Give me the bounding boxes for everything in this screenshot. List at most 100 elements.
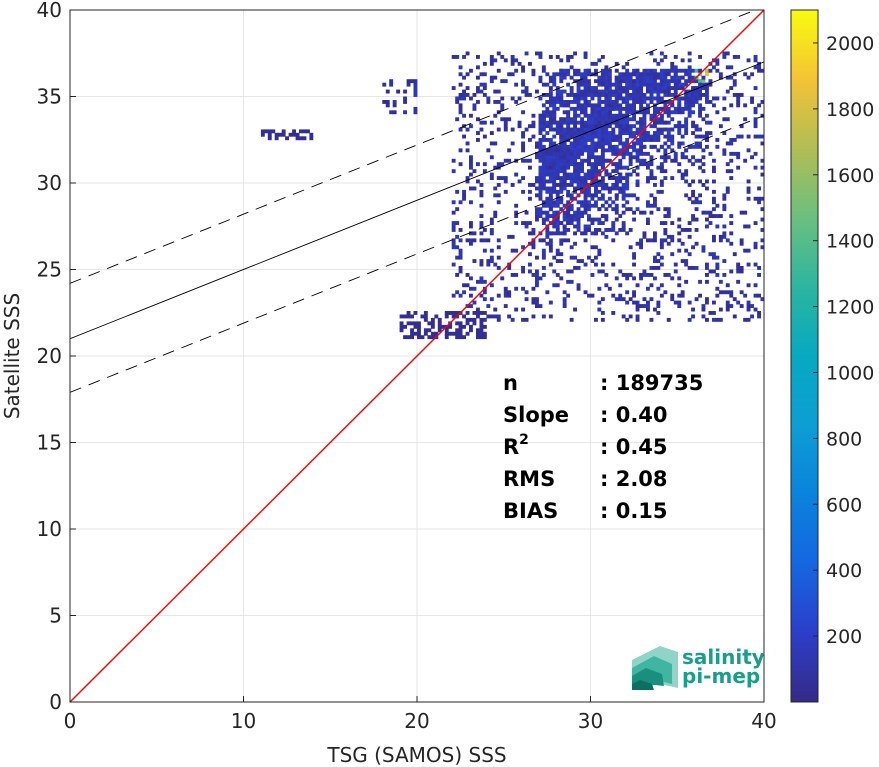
salinity-pimep-logo: salinity pi-mep	[632, 645, 765, 690]
density-cell	[458, 148, 463, 153]
density-cell	[649, 75, 654, 80]
density-cell	[618, 176, 623, 180]
density-cell	[538, 148, 543, 153]
density-cell	[653, 79, 657, 84]
density-cell	[635, 68, 640, 73]
density-cell	[573, 158, 577, 163]
density-cell	[455, 207, 460, 212]
density-cell	[583, 72, 588, 77]
density-cell	[621, 72, 626, 77]
density-cell	[611, 100, 616, 104]
density-cell	[455, 245, 460, 250]
density-cell	[482, 86, 487, 90]
density-cell	[576, 72, 581, 77]
density-cell	[559, 144, 564, 149]
density-cell	[746, 148, 751, 153]
density-cell	[611, 144, 616, 149]
density-cell	[621, 203, 626, 208]
density-cell	[573, 100, 577, 104]
density-cell	[670, 234, 675, 239]
density-cell	[594, 89, 598, 94]
density-cell	[552, 203, 557, 208]
density-cell	[479, 231, 484, 236]
density-cell	[427, 321, 432, 326]
density-cell	[548, 172, 553, 177]
density-cell	[399, 321, 404, 326]
density-cell	[666, 110, 671, 115]
density-cell	[451, 169, 456, 174]
density-cell	[486, 259, 491, 263]
density-cell	[663, 238, 668, 243]
density-cell	[680, 86, 685, 90]
density-cell	[639, 273, 643, 277]
density-cell	[555, 176, 560, 180]
density-cell	[458, 328, 463, 333]
density-cell	[597, 89, 602, 94]
density-cell	[635, 96, 640, 101]
density-cell	[600, 262, 605, 267]
density-cell	[677, 127, 682, 132]
density-cell	[628, 75, 633, 80]
density-cell	[587, 224, 591, 229]
density-cell	[562, 72, 567, 77]
density-cell	[597, 134, 602, 139]
density-cell	[642, 120, 647, 125]
density-cell	[500, 162, 505, 167]
density-cell	[712, 196, 716, 201]
density-cell	[548, 103, 553, 108]
density-cell	[725, 162, 730, 167]
density-cell	[614, 231, 619, 236]
density-cell	[680, 228, 685, 232]
density-cell	[757, 65, 761, 70]
density-cell	[621, 196, 626, 201]
density-cell	[718, 238, 723, 243]
density-cell	[427, 335, 432, 340]
density-cell	[729, 169, 734, 174]
density-cell	[663, 148, 668, 153]
density-cell	[496, 176, 501, 180]
density-cell	[614, 86, 619, 90]
density-cell	[541, 210, 546, 215]
density-cell	[684, 117, 689, 122]
density-cell	[757, 273, 761, 277]
density-cell	[666, 100, 671, 104]
density-cell	[597, 131, 602, 135]
density-cell	[489, 221, 494, 225]
density-cell	[580, 214, 584, 218]
density-cell	[573, 224, 577, 229]
density-cell	[694, 79, 699, 84]
density-cell	[590, 124, 595, 129]
density-cell	[541, 172, 546, 177]
density-cell	[659, 79, 664, 84]
density-cell	[677, 124, 682, 129]
density-cell	[476, 100, 480, 104]
density-cell	[597, 169, 602, 174]
density-cell	[621, 297, 626, 302]
density-cell	[594, 158, 598, 163]
density-cell	[604, 131, 609, 135]
density-cell	[413, 324, 418, 329]
density-cell	[670, 93, 675, 97]
density-cell	[538, 141, 543, 146]
density-cell	[722, 203, 727, 208]
density-cell	[732, 252, 737, 257]
density-cell	[646, 110, 650, 115]
density-cell	[635, 196, 640, 201]
density-cell	[559, 120, 564, 125]
density-cell	[555, 55, 560, 59]
density-cell	[625, 103, 630, 108]
density-cell	[538, 51, 543, 56]
y-axis-title: Satellite SSS	[0, 293, 24, 419]
density-cell	[715, 266, 720, 270]
density-cell	[614, 176, 619, 180]
colorbar-gradient	[790, 9, 819, 703]
density-cell	[521, 286, 525, 291]
density-cell	[545, 179, 550, 184]
x-tick-label: 0	[64, 709, 77, 733]
density-cell	[687, 252, 692, 257]
density-cell	[666, 120, 671, 125]
density-cell	[611, 127, 616, 132]
density-cell	[465, 86, 470, 90]
density-cell	[587, 113, 591, 118]
